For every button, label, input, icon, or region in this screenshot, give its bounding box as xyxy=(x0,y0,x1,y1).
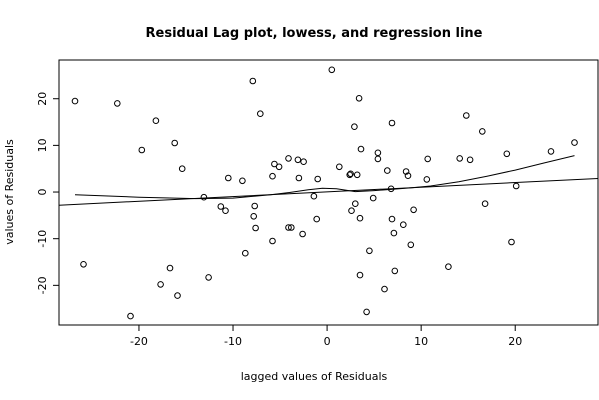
data-point xyxy=(356,214,364,222)
data-points xyxy=(71,66,578,320)
data-point xyxy=(463,112,470,119)
data-point xyxy=(71,97,79,105)
data-point xyxy=(271,160,278,168)
regression-line xyxy=(58,177,599,206)
plot-frame xyxy=(58,59,599,326)
data-point xyxy=(390,229,398,237)
data-point xyxy=(571,139,578,146)
data-point xyxy=(547,148,555,155)
data-point xyxy=(313,215,321,223)
data-point xyxy=(314,175,322,183)
data-point xyxy=(424,155,432,163)
data-point xyxy=(225,174,232,182)
data-point xyxy=(174,292,181,299)
data-point xyxy=(481,200,489,207)
data-point xyxy=(346,171,354,179)
data-point xyxy=(445,263,452,271)
x-axis-label: lagged values of Residuals xyxy=(241,370,388,383)
data-point xyxy=(178,165,186,172)
data-point xyxy=(138,146,146,154)
data-point xyxy=(407,241,415,249)
y-tick-label: 20 xyxy=(36,92,49,106)
data-point xyxy=(285,155,292,162)
x-tick-label: 0 xyxy=(324,335,331,348)
data-point xyxy=(288,224,295,231)
data-point xyxy=(363,308,370,316)
data-point xyxy=(269,237,276,245)
data-point xyxy=(400,221,407,228)
data-point xyxy=(114,100,121,107)
data-point xyxy=(353,171,361,179)
data-point xyxy=(381,285,388,293)
x-tick-label: 10 xyxy=(414,335,428,348)
data-point xyxy=(404,172,412,179)
data-point xyxy=(127,312,134,320)
data-point xyxy=(328,66,336,74)
y-tick-label: -20 xyxy=(36,276,49,294)
chart-title: Residual Lag plot, lowess, and regressio… xyxy=(146,26,483,41)
data-point xyxy=(357,145,365,153)
data-point xyxy=(352,200,359,207)
data-point xyxy=(166,264,174,272)
data-point xyxy=(242,249,249,257)
data-point xyxy=(250,213,257,220)
y-axis-label: values of Residuals xyxy=(3,139,16,245)
data-point xyxy=(388,119,396,127)
data-point xyxy=(80,261,87,268)
data-point xyxy=(366,247,373,255)
y-tick-label: -10 xyxy=(36,230,49,248)
data-point xyxy=(503,150,511,158)
lowess-curve xyxy=(74,155,575,200)
data-point xyxy=(466,156,474,164)
data-point xyxy=(205,274,212,281)
data-point xyxy=(391,267,399,275)
data-point xyxy=(269,172,276,180)
data-point xyxy=(249,77,257,85)
x-tick-label: -20 xyxy=(130,335,148,348)
data-point xyxy=(251,202,258,210)
data-point xyxy=(336,163,343,171)
data-point xyxy=(299,230,306,238)
data-point xyxy=(310,192,318,200)
data-point xyxy=(347,170,354,178)
data-point xyxy=(356,271,364,279)
data-point xyxy=(200,193,208,201)
data-point xyxy=(351,123,358,130)
x-tick-label: 20 xyxy=(508,335,522,348)
data-point xyxy=(300,158,307,165)
data-point xyxy=(384,167,391,174)
data-point xyxy=(285,224,292,231)
data-point xyxy=(402,168,410,175)
curves xyxy=(58,155,599,206)
data-point xyxy=(410,206,417,214)
data-point xyxy=(275,163,283,171)
data-point xyxy=(171,139,178,147)
data-point xyxy=(374,155,382,163)
data-point xyxy=(355,95,363,102)
data-point xyxy=(479,128,486,135)
x-tick-label: -10 xyxy=(224,335,242,348)
data-point xyxy=(369,194,377,202)
data-point xyxy=(387,185,395,193)
data-point xyxy=(157,281,164,288)
data-point xyxy=(222,207,229,214)
data-point xyxy=(295,174,303,182)
data-point xyxy=(257,110,264,117)
data-point xyxy=(294,156,302,164)
y-tick-label: 0 xyxy=(36,189,49,196)
y-tick-label: 10 xyxy=(36,138,49,152)
axis-ticks: -20 -10 0 10 20 -20 -10 0 10 20 xyxy=(36,92,522,348)
data-point xyxy=(252,224,259,232)
data-point xyxy=(374,149,382,157)
data-point xyxy=(348,207,355,214)
data-point xyxy=(423,176,431,183)
data-point xyxy=(508,238,515,246)
data-point xyxy=(388,215,396,223)
data-point xyxy=(152,117,160,124)
data-point xyxy=(239,177,246,185)
data-point xyxy=(512,182,520,190)
data-point xyxy=(456,155,464,162)
data-point xyxy=(217,203,225,210)
